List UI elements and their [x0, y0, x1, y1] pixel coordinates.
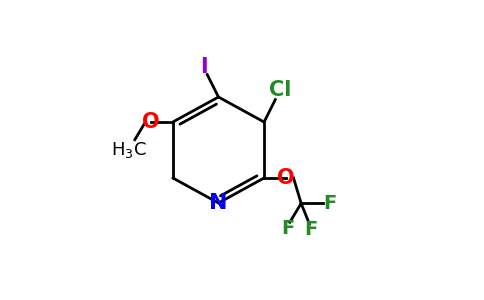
- Text: O: O: [277, 168, 295, 188]
- Text: H$_3$C: H$_3$C: [111, 140, 147, 160]
- Text: F: F: [282, 219, 295, 238]
- Text: N: N: [209, 193, 227, 213]
- Text: F: F: [323, 194, 336, 213]
- Text: I: I: [200, 57, 207, 77]
- Text: F: F: [304, 220, 318, 239]
- Text: O: O: [142, 112, 160, 132]
- Text: Cl: Cl: [269, 80, 291, 100]
